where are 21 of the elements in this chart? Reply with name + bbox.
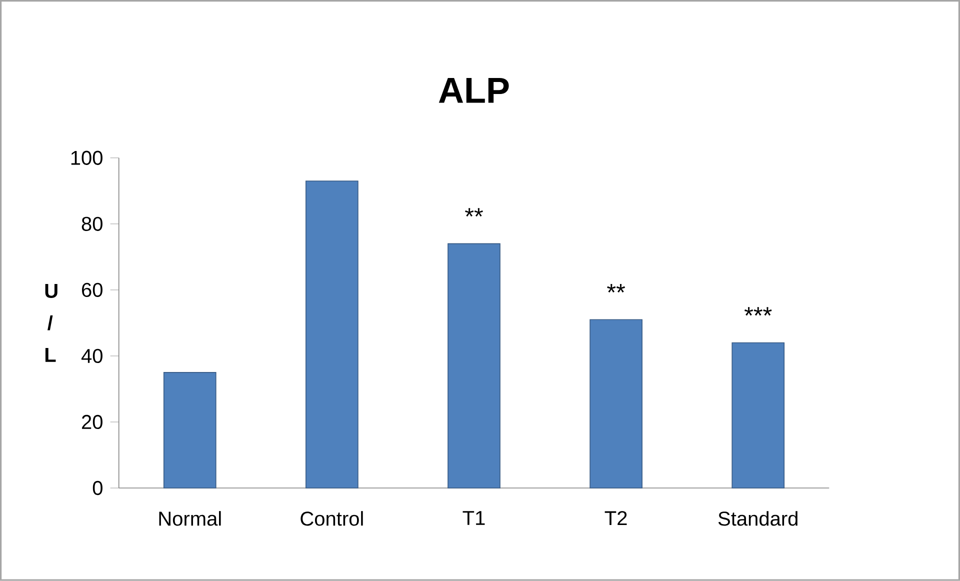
bar [732, 342, 785, 488]
chart-title: ALP [438, 78, 509, 103]
bar [448, 243, 500, 488]
bar [590, 319, 642, 488]
annotation: *** [744, 307, 772, 316]
bar [163, 372, 216, 488]
y-axis-title: U / L [45, 284, 58, 362]
y-tick-label: 0 [92, 481, 102, 496]
x-tick-label: Normal [159, 511, 221, 526]
y-tick-label: 100 [71, 150, 102, 166]
annotation: ** [465, 208, 483, 217]
x-tick-label: Standard [718, 511, 798, 526]
y-tick-label: 80 [82, 216, 102, 232]
y-tick-label: 20 [82, 414, 102, 430]
bar [306, 180, 358, 488]
y-tick-label: 40 [81, 348, 102, 364]
x-tick-label: Control [300, 511, 363, 526]
x-tick-label: T2 [604, 511, 627, 526]
annotation: ** [607, 284, 626, 293]
x-tick-label: T1 [462, 511, 485, 525]
y-tick-label: 60 [82, 282, 102, 298]
